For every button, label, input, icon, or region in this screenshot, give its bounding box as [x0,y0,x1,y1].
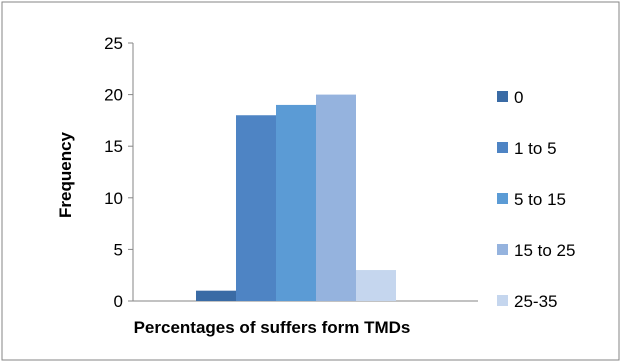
legend-swatch [497,91,508,102]
legend-label: 5 to 15 [514,190,566,209]
y-axis-title: Frequency [56,131,75,218]
y-tick-label: 0 [114,292,123,311]
legend-label: 15 to 25 [514,241,575,260]
legend-label: 0 [514,88,523,107]
y-tick-label: 10 [104,189,123,208]
bar-2 [236,115,276,302]
legend-swatch [497,244,508,255]
y-tick-label: 20 [104,86,123,105]
legend-swatch [497,295,508,306]
y-tick-label: 15 [104,137,123,156]
legend-label: 25-35 [514,292,557,311]
y-axis-ticks: 0 5 10 15 20 25 [104,34,133,311]
x-axis-title: Percentages of suffers form TMDs [134,318,411,337]
legend-swatch [497,193,508,204]
legend-label: 1 to 5 [514,139,557,158]
bar-5 [356,270,396,301]
bar-1 [196,290,236,301]
bars [196,94,396,302]
y-tick-label: 25 [104,34,123,53]
legend: 0 1 to 5 5 to 15 15 to 25 25-35 [497,88,575,311]
bar-3 [276,104,316,301]
y-tick-label: 5 [114,240,123,259]
legend-swatch [497,142,508,153]
bar-4 [316,94,356,301]
